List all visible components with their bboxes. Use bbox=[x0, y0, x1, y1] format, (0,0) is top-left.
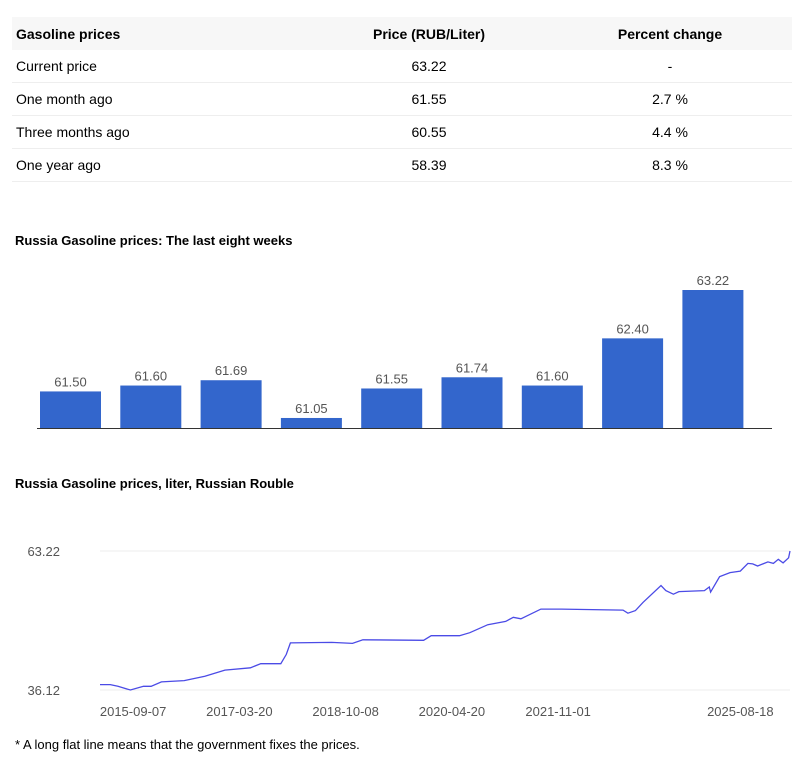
col-header: Price (RUB/Liter) bbox=[310, 17, 548, 50]
x-tick-label: 2018-10-08 bbox=[312, 704, 379, 719]
cell: 60.55 bbox=[310, 115, 548, 149]
cell: 63.22 bbox=[310, 50, 548, 83]
y-tick-label: 63.22 bbox=[27, 544, 60, 559]
bar-value-label: 62.40 bbox=[616, 321, 649, 336]
bar-chart-title: Russia Gasoline prices: The last eight w… bbox=[15, 233, 293, 248]
price-table: Gasoline prices Price (RUB/Liter) Percen… bbox=[12, 17, 792, 182]
x-tick-label: 2020-04-20 bbox=[419, 704, 486, 719]
footnote: * A long flat line means that the govern… bbox=[15, 737, 360, 752]
x-tick-label: 2017-03-20 bbox=[206, 704, 273, 719]
table-row: Current price 63.22- bbox=[12, 50, 792, 83]
bar-value-label: 61.55 bbox=[375, 371, 408, 386]
y-tick-label: 36.12 bbox=[27, 683, 60, 698]
bar bbox=[200, 380, 262, 428]
line-chart-title: Russia Gasoline prices, liter, Russian R… bbox=[15, 476, 294, 491]
col-header: Percent change bbox=[548, 17, 792, 50]
bar-value-label: 61.05 bbox=[295, 401, 328, 416]
bar bbox=[682, 290, 744, 428]
price-line bbox=[100, 550, 791, 691]
cell: 58.39 bbox=[310, 148, 548, 182]
table-header: Gasoline prices Price (RUB/Liter) Percen… bbox=[12, 17, 792, 50]
bar-value-label: 61.60 bbox=[536, 369, 569, 384]
cell: 4.4 % bbox=[548, 115, 792, 149]
bar bbox=[120, 385, 182, 428]
bar-value-label: 61.69 bbox=[215, 363, 248, 378]
x-tick-label: 2025-08-18 bbox=[707, 704, 774, 719]
bar bbox=[521, 385, 583, 428]
bar bbox=[40, 391, 101, 428]
x-tick-label: 2021-11-01 bbox=[525, 704, 591, 719]
bar bbox=[441, 377, 503, 428]
bar-value-label: 61.74 bbox=[456, 360, 489, 375]
cell: 2.7 % bbox=[548, 82, 792, 116]
cell: Current price bbox=[12, 50, 310, 83]
cell: 8.3 % bbox=[548, 148, 792, 182]
cell: 61.55 bbox=[310, 82, 548, 116]
bar bbox=[280, 417, 342, 428]
cell: One year ago bbox=[12, 148, 310, 182]
table-row: One month ago 61.55 2.7 % bbox=[12, 82, 792, 116]
x-tick-label: 2015-09-07 bbox=[100, 704, 167, 719]
bar bbox=[361, 388, 423, 428]
bar bbox=[602, 338, 664, 428]
table-row: Three months ago 60.55 4.4 % bbox=[12, 115, 792, 149]
bar-value-label: 61.50 bbox=[54, 374, 87, 389]
cell: Three months ago bbox=[12, 115, 310, 149]
cell: - bbox=[548, 50, 792, 83]
bar-value-label: 61.60 bbox=[135, 369, 168, 384]
col-header: Gasoline prices bbox=[12, 17, 310, 50]
bar-value-label: 63.22 bbox=[697, 273, 730, 288]
cell: One month ago bbox=[12, 82, 310, 116]
table-row: One year ago 58.39 8.3 % bbox=[12, 148, 792, 182]
